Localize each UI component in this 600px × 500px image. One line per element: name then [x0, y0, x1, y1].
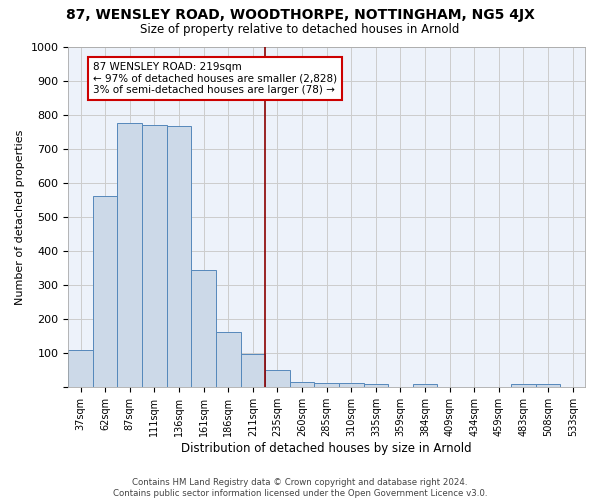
Bar — [413, 384, 437, 388]
Bar — [511, 384, 536, 388]
Bar — [536, 384, 560, 388]
Bar — [142, 125, 167, 388]
Bar — [68, 350, 93, 388]
Text: Size of property relative to detached houses in Arnold: Size of property relative to detached ho… — [140, 22, 460, 36]
Bar — [216, 332, 241, 388]
Bar — [339, 384, 364, 388]
Bar — [290, 382, 314, 388]
Y-axis label: Number of detached properties: Number of detached properties — [15, 129, 25, 304]
Bar — [265, 370, 290, 388]
Bar — [314, 384, 339, 388]
Text: 87, WENSLEY ROAD, WOODTHORPE, NOTTINGHAM, NG5 4JX: 87, WENSLEY ROAD, WOODTHORPE, NOTTINGHAM… — [65, 8, 535, 22]
Text: Contains HM Land Registry data © Crown copyright and database right 2024.
Contai: Contains HM Land Registry data © Crown c… — [113, 478, 487, 498]
X-axis label: Distribution of detached houses by size in Arnold: Distribution of detached houses by size … — [181, 442, 472, 455]
Bar — [191, 270, 216, 388]
Bar — [93, 196, 118, 388]
Text: 87 WENSLEY ROAD: 219sqm
← 97% of detached houses are smaller (2,828)
3% of semi-: 87 WENSLEY ROAD: 219sqm ← 97% of detache… — [93, 62, 337, 95]
Bar — [364, 384, 388, 388]
Bar — [118, 123, 142, 388]
Bar — [167, 126, 191, 388]
Bar — [241, 354, 265, 388]
